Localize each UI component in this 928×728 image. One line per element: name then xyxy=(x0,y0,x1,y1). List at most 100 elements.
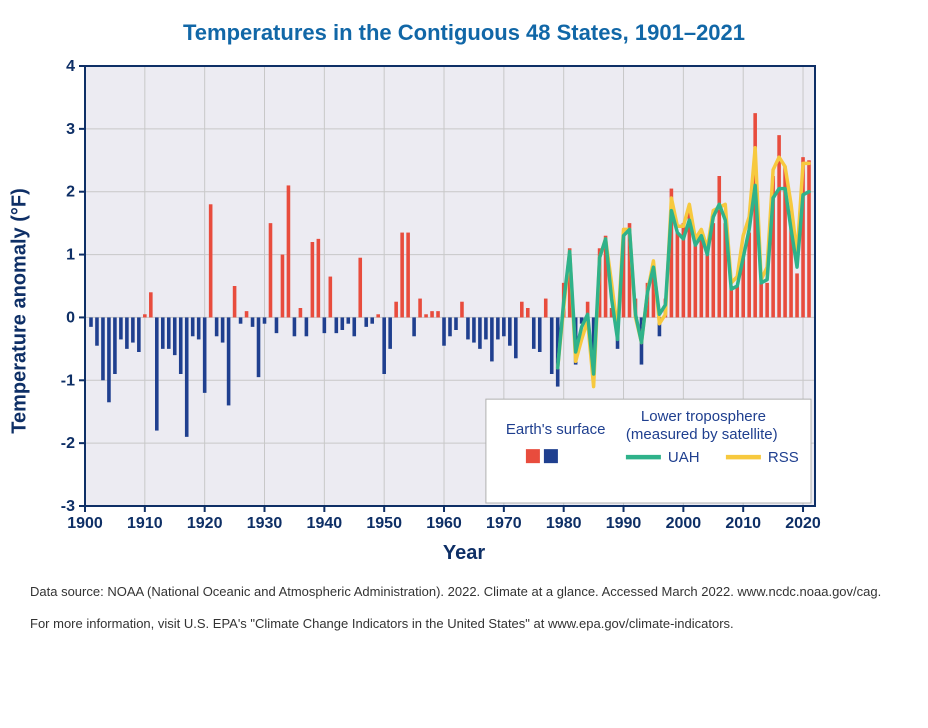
data-source-note: Data source: NOAA (National Oceanic and … xyxy=(30,583,898,601)
surface-bar xyxy=(424,314,428,317)
surface-bar xyxy=(119,317,123,339)
surface-bar xyxy=(454,317,458,330)
surface-bar xyxy=(694,242,698,317)
x-axis-label: Year xyxy=(30,542,898,565)
surface-bar xyxy=(747,233,751,318)
y-tick-label: -1 xyxy=(61,372,75,389)
surface-bar xyxy=(239,317,243,323)
surface-bar xyxy=(233,286,237,317)
surface-bar xyxy=(538,317,542,352)
surface-bar xyxy=(358,258,362,318)
surface-bar xyxy=(735,286,739,317)
surface-bar xyxy=(215,317,219,336)
surface-bar xyxy=(221,317,225,342)
surface-bar xyxy=(370,317,374,323)
legend-tropo-line1: Lower troposphere xyxy=(641,408,766,425)
surface-bar xyxy=(406,233,410,318)
surface-bar xyxy=(382,317,386,374)
surface-bar xyxy=(125,317,129,348)
surface-bar xyxy=(364,317,368,326)
x-tick-label: 1950 xyxy=(366,515,402,532)
surface-bar xyxy=(89,317,93,326)
surface-bar xyxy=(676,233,680,318)
x-tick-label: 1940 xyxy=(307,515,343,532)
surface-bar xyxy=(544,299,548,318)
surface-bar xyxy=(700,236,704,318)
surface-bar xyxy=(143,314,147,317)
surface-bar xyxy=(448,317,452,336)
surface-bar xyxy=(460,302,464,318)
surface-bar xyxy=(329,277,333,318)
x-tick-label: 1910 xyxy=(127,515,163,532)
surface-bar xyxy=(161,317,165,348)
surface-bar xyxy=(209,204,213,317)
surface-bar xyxy=(227,317,231,405)
surface-bar xyxy=(394,302,398,318)
surface-bar xyxy=(107,317,111,402)
surface-bar xyxy=(376,314,380,317)
x-tick-label: 2010 xyxy=(725,515,761,532)
y-tick-label: 3 xyxy=(66,121,75,138)
surface-bar xyxy=(484,317,488,339)
surface-bar xyxy=(466,317,470,339)
y-tick-label: -3 xyxy=(61,498,75,515)
legend: Earth's surfaceLower troposphere(measure… xyxy=(486,399,811,503)
legend-rss-label: RSS xyxy=(768,449,799,466)
chart-title: Temperatures in the Contiguous 48 States… xyxy=(30,20,898,46)
x-tick-label: 1920 xyxy=(187,515,223,532)
surface-bar xyxy=(299,308,303,317)
surface-bar xyxy=(131,317,135,342)
x-tick-label: 1930 xyxy=(247,515,283,532)
surface-bar xyxy=(317,239,321,318)
y-tick-label: -2 xyxy=(61,435,75,452)
surface-bar xyxy=(400,233,404,318)
surface-bar xyxy=(275,317,279,333)
surface-bar xyxy=(346,317,350,323)
surface-bar xyxy=(293,317,297,336)
y-axis-label: Temperature anomaly (°F) xyxy=(9,188,32,433)
surface-bar xyxy=(191,317,195,336)
x-tick-label: 1980 xyxy=(546,515,582,532)
surface-bar xyxy=(269,223,273,317)
x-tick-label: 1990 xyxy=(606,515,642,532)
surface-bar xyxy=(167,317,171,348)
surface-bar xyxy=(203,317,207,392)
y-tick-label: 1 xyxy=(66,247,75,264)
surface-bar xyxy=(795,273,799,317)
legend-swatch-pos xyxy=(526,449,540,463)
x-tick-label: 2020 xyxy=(785,515,821,532)
surface-bar xyxy=(335,317,339,333)
surface-bar xyxy=(436,311,440,317)
surface-bar xyxy=(137,317,141,352)
surface-bar xyxy=(149,292,153,317)
surface-bar xyxy=(442,317,446,345)
surface-bar xyxy=(472,317,476,342)
surface-bar xyxy=(388,317,392,348)
surface-bar xyxy=(550,317,554,374)
x-tick-label: 1960 xyxy=(426,515,462,532)
surface-bar xyxy=(765,283,769,318)
surface-bar xyxy=(323,317,327,333)
surface-bar xyxy=(807,160,811,317)
surface-bar xyxy=(412,317,416,336)
surface-bar xyxy=(287,185,291,317)
surface-bar xyxy=(430,311,434,317)
surface-bar xyxy=(717,176,721,317)
surface-bar xyxy=(173,317,177,355)
surface-bar xyxy=(496,317,500,339)
surface-bar xyxy=(197,317,201,339)
surface-bar xyxy=(281,255,285,318)
legend-surface-label: Earth's surface xyxy=(506,421,606,438)
surface-bar xyxy=(520,302,524,318)
surface-bar xyxy=(263,317,267,323)
surface-bar xyxy=(490,317,494,361)
surface-bar xyxy=(245,311,249,317)
surface-bar xyxy=(257,317,261,377)
surface-bar xyxy=(113,317,117,374)
y-tick-label: 0 xyxy=(66,309,75,326)
surface-bar xyxy=(305,317,309,336)
chart-container: Temperature anomaly (°F) -3-2-1012341900… xyxy=(30,56,898,565)
y-tick-label: 2 xyxy=(66,184,75,201)
temperature-chart: -3-2-10123419001910192019301940195019601… xyxy=(30,56,830,536)
surface-bar xyxy=(526,308,530,317)
